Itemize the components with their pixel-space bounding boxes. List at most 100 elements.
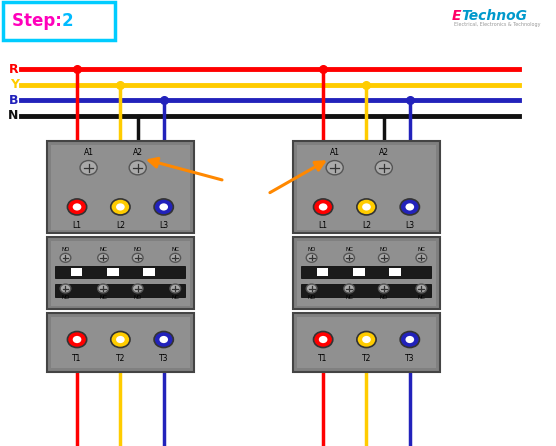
- Bar: [56, 284, 185, 297]
- Text: NC: NC: [345, 295, 353, 300]
- Circle shape: [379, 284, 389, 293]
- Circle shape: [60, 253, 71, 262]
- Circle shape: [362, 336, 371, 343]
- Circle shape: [160, 336, 168, 343]
- Bar: [297, 317, 436, 368]
- Text: NO: NO: [380, 295, 388, 300]
- Text: NC: NC: [171, 295, 179, 300]
- Text: Y: Y: [9, 78, 19, 91]
- Text: T1: T1: [72, 354, 82, 363]
- Circle shape: [405, 336, 414, 343]
- Text: T1: T1: [319, 354, 328, 363]
- Circle shape: [80, 161, 97, 175]
- Text: T2: T2: [116, 354, 125, 363]
- Bar: [107, 268, 118, 276]
- Circle shape: [306, 253, 317, 262]
- Circle shape: [379, 253, 389, 262]
- Text: L3: L3: [405, 221, 414, 230]
- FancyBboxPatch shape: [3, 2, 115, 40]
- Circle shape: [111, 199, 130, 215]
- Circle shape: [400, 199, 419, 215]
- Text: A1: A1: [83, 148, 93, 157]
- Text: 2: 2: [62, 12, 73, 30]
- Text: L1: L1: [72, 221, 82, 230]
- Bar: [71, 268, 82, 276]
- Circle shape: [73, 336, 81, 343]
- Circle shape: [129, 161, 146, 175]
- Text: A1: A1: [330, 148, 340, 157]
- Circle shape: [98, 284, 108, 293]
- Circle shape: [314, 199, 333, 215]
- Text: N: N: [8, 109, 19, 123]
- Text: E: E: [452, 8, 461, 23]
- Circle shape: [98, 253, 108, 262]
- Text: B: B: [9, 94, 19, 107]
- Text: NC: NC: [418, 295, 425, 300]
- Text: T2: T2: [362, 354, 371, 363]
- Circle shape: [357, 331, 376, 347]
- Bar: [317, 268, 329, 276]
- Text: NO: NO: [61, 247, 70, 252]
- Bar: [51, 145, 190, 230]
- Circle shape: [154, 199, 173, 215]
- Bar: [51, 241, 190, 306]
- Text: NO: NO: [307, 295, 316, 300]
- FancyBboxPatch shape: [47, 237, 194, 309]
- Text: NC: NC: [345, 247, 353, 252]
- Circle shape: [306, 284, 317, 293]
- Text: L1: L1: [319, 221, 327, 230]
- Circle shape: [73, 203, 81, 211]
- Text: L2: L2: [116, 221, 125, 230]
- FancyBboxPatch shape: [292, 237, 440, 309]
- Text: R: R: [9, 62, 19, 76]
- Text: NC: NC: [418, 247, 425, 252]
- Circle shape: [357, 199, 376, 215]
- Text: NO: NO: [133, 247, 142, 252]
- Text: NC: NC: [99, 247, 107, 252]
- Text: NO: NO: [380, 247, 388, 252]
- Text: NC: NC: [171, 247, 179, 252]
- Text: T3: T3: [159, 354, 168, 363]
- Bar: [143, 268, 155, 276]
- Circle shape: [416, 253, 426, 262]
- Circle shape: [344, 253, 355, 262]
- Circle shape: [154, 331, 173, 347]
- Bar: [389, 268, 401, 276]
- Circle shape: [170, 253, 181, 262]
- Text: T3: T3: [405, 354, 415, 363]
- Bar: [297, 145, 436, 230]
- Text: NC: NC: [99, 295, 107, 300]
- Circle shape: [416, 284, 426, 293]
- Text: L2: L2: [362, 221, 371, 230]
- Circle shape: [116, 336, 125, 343]
- Circle shape: [400, 331, 419, 347]
- Circle shape: [344, 284, 355, 293]
- Text: L3: L3: [159, 221, 168, 230]
- Circle shape: [132, 253, 143, 262]
- Bar: [353, 268, 365, 276]
- Text: NO: NO: [307, 247, 316, 252]
- Bar: [51, 317, 190, 368]
- Text: Step:: Step:: [12, 12, 67, 30]
- FancyBboxPatch shape: [47, 141, 194, 233]
- Circle shape: [319, 336, 327, 343]
- Circle shape: [67, 199, 87, 215]
- FancyBboxPatch shape: [292, 141, 440, 233]
- Text: A2: A2: [133, 148, 143, 157]
- Circle shape: [170, 284, 181, 293]
- Bar: [56, 265, 185, 278]
- Bar: [301, 265, 431, 278]
- Circle shape: [326, 161, 343, 175]
- Bar: [301, 284, 431, 297]
- Circle shape: [375, 161, 393, 175]
- Circle shape: [160, 203, 168, 211]
- Circle shape: [111, 331, 130, 347]
- Circle shape: [362, 203, 371, 211]
- Bar: [297, 241, 436, 306]
- Circle shape: [314, 331, 333, 347]
- Text: NO: NO: [133, 295, 142, 300]
- Circle shape: [132, 284, 143, 293]
- Text: Electrical, Electronics & Technology: Electrical, Electronics & Technology: [454, 22, 540, 27]
- FancyBboxPatch shape: [47, 313, 194, 372]
- Circle shape: [60, 284, 71, 293]
